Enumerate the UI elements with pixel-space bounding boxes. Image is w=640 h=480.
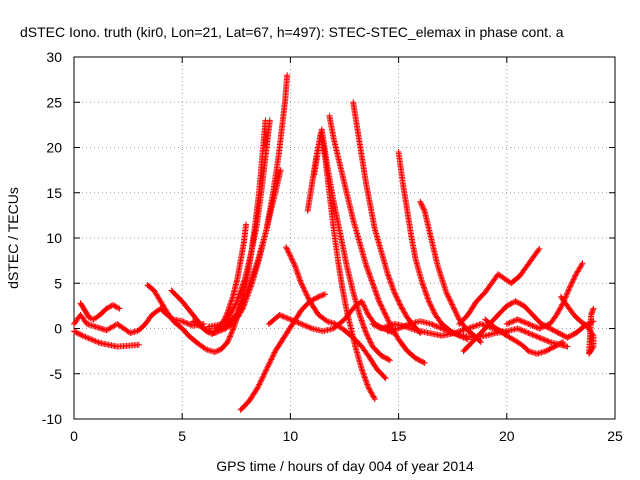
data-series [311, 126, 393, 364]
y-tick-label: 25 [46, 94, 62, 110]
plus-markers [237, 291, 328, 413]
y-tick-label: 15 [46, 185, 62, 201]
data-series [384, 318, 571, 350]
plus-markers [557, 293, 597, 357]
grid-lines [74, 57, 615, 419]
data-series [326, 112, 428, 366]
y-tick-label: 10 [46, 230, 62, 246]
data-series [205, 117, 273, 330]
plus-markers [311, 126, 393, 364]
x-tick-label: 5 [178, 428, 186, 444]
plus-markers [71, 328, 142, 350]
data-series [71, 328, 142, 350]
plus-markers [350, 99, 424, 336]
data-series [350, 99, 424, 336]
y-tick-label: 30 [46, 49, 62, 65]
plus-markers [384, 318, 571, 350]
x-tick-label: 25 [607, 428, 623, 444]
y-axis-label: dSTEC / TECUs [5, 187, 21, 289]
plus-markers [77, 300, 123, 323]
chart-title: dSTEC Iono. truth (kir0, Lon=21, Lat=67,… [20, 24, 564, 40]
y-tick-label: 0 [54, 321, 62, 337]
data-series [456, 245, 543, 327]
data-series [211, 72, 291, 332]
y-tick-labels: -10 -5 0 5 10 15 20 25 30 [42, 49, 62, 427]
data-series [237, 291, 328, 413]
plus-markers [417, 198, 484, 346]
data-series [557, 293, 597, 357]
data-series [369, 321, 510, 339]
plus-markers [326, 112, 428, 366]
x-tick-label: 20 [499, 428, 515, 444]
y-tick-label: -10 [42, 411, 62, 427]
data-series [77, 300, 123, 323]
plus-markers [369, 321, 510, 339]
data-points [71, 72, 597, 413]
x-tick-labels: 0 5 10 15 20 25 [70, 428, 623, 444]
tick-marks [73, 56, 616, 420]
plot-frame [73, 56, 616, 420]
data-series [144, 117, 269, 355]
y-tick-label: 20 [46, 140, 62, 156]
data-series [417, 198, 484, 346]
x-tick-label: 15 [391, 428, 407, 444]
plus-markers [144, 117, 269, 355]
x-tick-label: 10 [283, 428, 299, 444]
data-series [503, 260, 586, 332]
plus-markers [205, 117, 273, 330]
plus-markers [456, 245, 543, 327]
x-axis-label: GPS time / hours of day 004 of year 2014 [216, 458, 474, 474]
y-tick-label: -5 [50, 366, 63, 382]
y-tick-label: 5 [54, 275, 62, 291]
x-tick-label: 0 [70, 428, 78, 444]
plus-markers [503, 260, 586, 332]
plus-markers [211, 72, 291, 332]
